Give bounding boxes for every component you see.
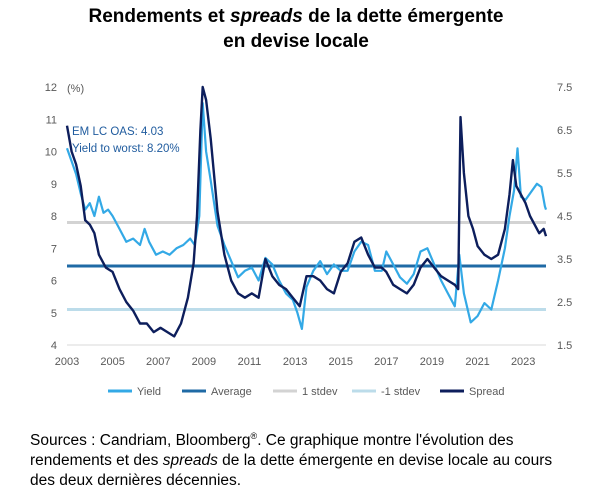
y-left-tick-label: 5 <box>51 308 57 320</box>
x-tick-label: 2021 <box>465 356 489 368</box>
y-right-tick-label: 4.5 <box>557 211 572 223</box>
source-caption: Sources : Candriam, Bloomberg®. Ce graph… <box>30 426 570 491</box>
y-left-tick-label: 8 <box>51 211 57 223</box>
x-tick-label: 2023 <box>511 356 535 368</box>
caption-part-1: Sources : Candriam, Bloomberg <box>30 432 251 450</box>
y-left-tick-label: 4 <box>51 340 57 352</box>
x-tick-label: 2009 <box>192 356 216 368</box>
title-part-a: Rendements et <box>88 6 230 27</box>
x-tick-label: 2003 <box>55 356 79 368</box>
x-tick-label: 2011 <box>238 356 262 368</box>
y-right-tick-label: 6.5 <box>557 125 572 137</box>
x-tick-label: 2013 <box>283 356 307 368</box>
caption-part-3: de la dette émergente en devise locale a… <box>30 452 553 490</box>
legend-item-label: -1 stdev <box>381 386 421 398</box>
y-right-tick-label: 5.5 <box>557 168 572 180</box>
y-left-tick-label: 9 <box>51 179 57 191</box>
caption-emphasis: spreads <box>162 452 218 470</box>
line-chart: 4 5 6 7 8 9 10 11 12 (%) 1.5 2.5 3.5 4.5 5.5 6.5 7.5 2003… <box>45 82 573 398</box>
annotation-oas: EM LC OAS: 4.03 <box>72 126 163 138</box>
chart-title-line-1: Rendements et spreads de la dette émerge… <box>0 4 592 29</box>
legend-item-label: Average <box>211 386 252 398</box>
title-part-b: de la dette émergente <box>302 6 504 27</box>
x-tick-label: 2005 <box>100 356 124 368</box>
y-right-tick-label: 2.5 <box>557 297 572 309</box>
x-tick-label: 2007 <box>146 356 170 368</box>
y-right-tick-label: 7.5 <box>557 82 572 94</box>
series-line-spread <box>65 85 548 338</box>
caption-part-2: . Ce graphique montre l'évolution des re… <box>30 432 514 470</box>
y-left-tick-label: 6 <box>51 276 57 288</box>
legend-item-label: 1 stdev <box>302 386 338 398</box>
y-axis-unit-label: (%) <box>67 83 84 95</box>
y-left-tick-label: 12 <box>45 82 57 94</box>
title-part-em: spreads <box>229 6 303 27</box>
annotation-yield-to-worst: Yield to worst: 8.20% <box>72 143 180 155</box>
caption-registered-mark: ® <box>250 431 258 441</box>
legend-item-label: Spread <box>469 386 504 398</box>
series-line-yield <box>65 102 548 330</box>
x-tick-label: 2019 <box>420 356 444 368</box>
y-left-tick-label: 11 <box>46 114 57 126</box>
y-left-tick-label: 7 <box>51 243 57 255</box>
x-tick-label: 2017 <box>374 356 398 368</box>
x-tick-label: 2015 <box>328 356 352 368</box>
chart-title-line-2: en devise locale <box>223 31 369 52</box>
chart-title: Rendements et spreads de la dette émerge… <box>0 4 592 54</box>
legend-item-label: Yield <box>137 386 161 398</box>
y-left-tick-label: 10 <box>45 147 57 159</box>
y-right-tick-label: 1.5 <box>557 340 572 352</box>
y-right-tick-label: 3.5 <box>557 254 572 266</box>
